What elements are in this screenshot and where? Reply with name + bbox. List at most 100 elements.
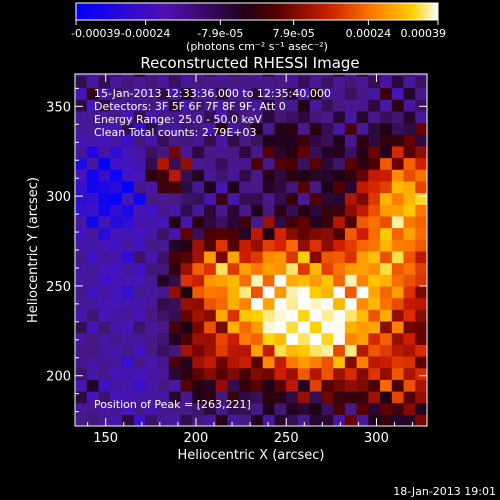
heatmap-cell	[251, 285, 264, 299]
heatmap-cell	[344, 414, 358, 426]
heatmap-cell	[333, 379, 346, 392]
heatmap-cell	[239, 134, 252, 147]
heatmap-cell	[121, 274, 135, 287]
heatmap-cell	[157, 402, 170, 415]
heatmap-cell	[145, 110, 158, 124]
heatmap-cell	[215, 74, 229, 77]
heatmap-cell	[239, 309, 252, 322]
heatmap-cell	[321, 402, 334, 415]
heatmap-cell	[262, 74, 276, 77]
heatmap-cell	[168, 250, 182, 264]
heatmap-cell	[204, 344, 217, 357]
heatmap-cell	[145, 169, 158, 182]
heatmap-cell	[297, 215, 311, 229]
heatmap-cell	[204, 262, 217, 275]
heatmap-cell	[344, 87, 358, 100]
heatmap-cell	[168, 274, 182, 287]
heatmap-cell	[110, 355, 123, 369]
heatmap-cell	[391, 367, 405, 380]
heatmap-cell	[286, 414, 299, 426]
heatmap-cell	[403, 122, 416, 135]
heatmap-cell	[227, 414, 240, 426]
heatmap-cell	[391, 169, 405, 182]
heatmap-cell	[368, 320, 381, 334]
heatmap-cell	[180, 239, 193, 252]
heatmap-cell	[168, 215, 182, 229]
heatmap-cell	[333, 332, 346, 345]
heatmap-cell	[274, 285, 287, 299]
heatmap-cell	[75, 239, 88, 252]
heatmap-cell	[133, 75, 146, 89]
heatmap-cell	[204, 74, 217, 77]
heatmap-cell	[356, 367, 369, 380]
heatmap-cell	[145, 250, 158, 264]
heatmap-cell	[168, 262, 182, 275]
heatmap-cell	[297, 250, 311, 264]
heatmap-cell	[415, 390, 427, 404]
heatmap-cell	[391, 390, 405, 404]
heatmap-cell	[168, 344, 182, 357]
heatmap-cell	[321, 320, 334, 334]
heatmap-cell	[356, 227, 369, 240]
heatmap-cell	[286, 74, 299, 77]
heatmap-cell	[321, 157, 334, 170]
heatmap-cell	[227, 332, 240, 345]
heatmap-cell	[251, 344, 264, 357]
heatmap-cell	[403, 180, 416, 194]
heatmap-cell	[227, 227, 240, 240]
heatmap-cell	[121, 367, 135, 380]
heatmap-cell	[297, 390, 311, 404]
heatmap-cell	[110, 204, 123, 217]
heatmap-cell	[145, 285, 158, 299]
heatmap-cell	[168, 204, 182, 217]
heatmap-cell	[286, 309, 299, 322]
heatmap-cell	[168, 227, 182, 240]
heatmap-cell	[121, 192, 135, 205]
heatmap-cell	[309, 297, 322, 310]
heatmap-cell	[356, 402, 369, 415]
heatmap-cell	[145, 390, 158, 404]
heatmap-cell	[110, 99, 123, 112]
heatmap-cell	[239, 169, 252, 182]
heatmap-cell	[368, 250, 381, 264]
heatmap-cell	[133, 157, 146, 170]
heatmap-cell	[262, 227, 276, 240]
colorbar-gradient	[75, 2, 439, 21]
heatmap-cell	[321, 99, 334, 112]
heatmap-cell	[251, 332, 264, 345]
heatmap-cell	[286, 379, 299, 392]
heatmap-cell	[380, 309, 393, 322]
heatmap-cell	[380, 145, 393, 159]
heatmap-cell	[215, 110, 229, 124]
heatmap-cell	[391, 344, 405, 357]
heatmap-cell	[391, 239, 405, 252]
heatmap-cell	[98, 204, 111, 217]
heatmap-cell	[286, 215, 299, 229]
heatmap-cell	[145, 414, 158, 426]
heatmap-cell	[121, 297, 135, 310]
heatmap-cell	[321, 344, 334, 357]
heatmap-cell	[274, 414, 287, 426]
heatmap-cell	[192, 180, 205, 194]
heatmap-cell	[415, 215, 427, 229]
heatmap-cell	[297, 355, 311, 369]
heatmap-cell	[239, 250, 252, 264]
heatmap-cell	[262, 379, 276, 392]
heatmap-cell	[110, 250, 123, 264]
heatmap-cell	[356, 122, 369, 135]
heatmap-cell	[309, 227, 322, 240]
heatmap-cell	[368, 145, 381, 159]
heatmap-cell	[98, 344, 111, 357]
heatmap-cell	[157, 145, 170, 159]
heatmap-cell	[356, 250, 369, 264]
heatmap-cell	[75, 99, 88, 112]
heatmap-cell	[180, 215, 193, 229]
heatmap-cell	[157, 309, 170, 322]
heatmap-cell	[157, 180, 170, 194]
heatmap-cell	[215, 355, 229, 369]
heatmap-cell	[344, 215, 358, 229]
heatmap-cell	[403, 74, 416, 77]
heatmap-cell	[391, 204, 405, 217]
heatmap-cell	[75, 250, 88, 264]
heatmap-cell	[98, 180, 111, 194]
